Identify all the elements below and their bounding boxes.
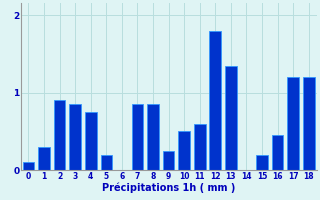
- Bar: [23, 162, 34, 170]
- Bar: [210, 31, 221, 170]
- Bar: [147, 104, 159, 170]
- Bar: [287, 77, 299, 170]
- Bar: [54, 100, 66, 170]
- Bar: [178, 131, 190, 170]
- Bar: [303, 77, 315, 170]
- X-axis label: Précipitations 1h ( mm ): Précipitations 1h ( mm ): [102, 182, 235, 193]
- Bar: [272, 135, 284, 170]
- Bar: [100, 155, 112, 170]
- Bar: [85, 112, 97, 170]
- Bar: [256, 155, 268, 170]
- Bar: [163, 151, 174, 170]
- Bar: [194, 124, 205, 170]
- Bar: [69, 104, 81, 170]
- Bar: [225, 66, 237, 170]
- Bar: [132, 104, 143, 170]
- Bar: [38, 147, 50, 170]
